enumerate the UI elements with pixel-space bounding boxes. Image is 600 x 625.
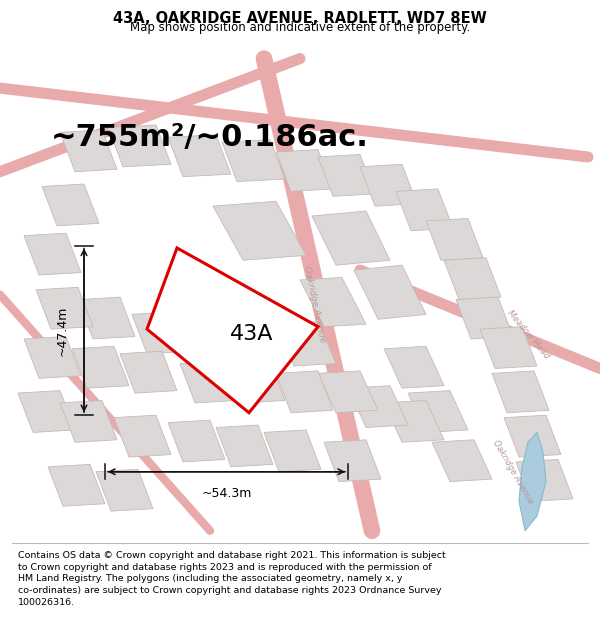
Polygon shape — [168, 135, 231, 177]
Polygon shape — [432, 440, 492, 482]
Polygon shape — [24, 336, 81, 378]
Polygon shape — [354, 265, 426, 319]
Polygon shape — [72, 346, 129, 388]
Polygon shape — [504, 415, 561, 457]
Polygon shape — [348, 386, 408, 428]
Polygon shape — [78, 297, 135, 339]
Polygon shape — [276, 371, 333, 413]
Text: Oakridge Avenue: Oakridge Avenue — [491, 438, 535, 506]
Polygon shape — [264, 430, 321, 472]
Text: Oakridge Avenue: Oakridge Avenue — [302, 266, 328, 344]
Polygon shape — [180, 361, 237, 403]
Text: ~47.4m: ~47.4m — [56, 305, 69, 356]
Polygon shape — [480, 327, 537, 369]
Text: 43A: 43A — [230, 324, 274, 344]
Polygon shape — [426, 219, 483, 260]
Polygon shape — [114, 415, 171, 457]
Polygon shape — [492, 371, 549, 413]
Text: Contains OS data © Crown copyright and database right 2021. This information is : Contains OS data © Crown copyright and d… — [18, 551, 446, 607]
Polygon shape — [24, 233, 81, 275]
Polygon shape — [519, 432, 546, 531]
Text: Map shows position and indicative extent of the property.: Map shows position and indicative extent… — [130, 21, 470, 34]
Polygon shape — [324, 440, 381, 482]
Text: Meadow Mead: Meadow Mead — [505, 308, 551, 360]
Polygon shape — [276, 149, 333, 191]
Polygon shape — [60, 401, 117, 442]
Polygon shape — [312, 211, 390, 265]
Polygon shape — [180, 317, 234, 359]
Polygon shape — [36, 288, 93, 329]
Polygon shape — [456, 297, 513, 339]
Polygon shape — [276, 322, 336, 366]
Polygon shape — [318, 154, 375, 196]
Polygon shape — [384, 346, 444, 388]
Polygon shape — [108, 125, 171, 167]
Polygon shape — [168, 420, 225, 462]
Polygon shape — [444, 258, 501, 299]
Text: ~54.3m: ~54.3m — [202, 486, 251, 499]
Polygon shape — [222, 317, 282, 361]
Polygon shape — [516, 459, 573, 501]
Polygon shape — [213, 201, 306, 260]
Text: 43A, OAKRIDGE AVENUE, RADLETT, WD7 8EW: 43A, OAKRIDGE AVENUE, RADLETT, WD7 8EW — [113, 11, 487, 26]
Polygon shape — [42, 184, 99, 226]
Polygon shape — [228, 361, 285, 403]
Polygon shape — [18, 391, 75, 432]
Polygon shape — [96, 469, 153, 511]
Polygon shape — [147, 248, 318, 412]
Polygon shape — [120, 351, 177, 393]
Text: ~755m²/~0.186ac.: ~755m²/~0.186ac. — [51, 122, 369, 152]
Polygon shape — [384, 401, 444, 442]
Polygon shape — [300, 278, 366, 327]
Polygon shape — [396, 189, 453, 231]
Polygon shape — [222, 140, 285, 181]
Polygon shape — [132, 312, 189, 354]
Polygon shape — [48, 464, 105, 506]
Polygon shape — [60, 130, 117, 172]
Polygon shape — [408, 391, 468, 432]
Polygon shape — [360, 164, 417, 206]
Polygon shape — [216, 425, 273, 467]
Polygon shape — [318, 371, 378, 413]
